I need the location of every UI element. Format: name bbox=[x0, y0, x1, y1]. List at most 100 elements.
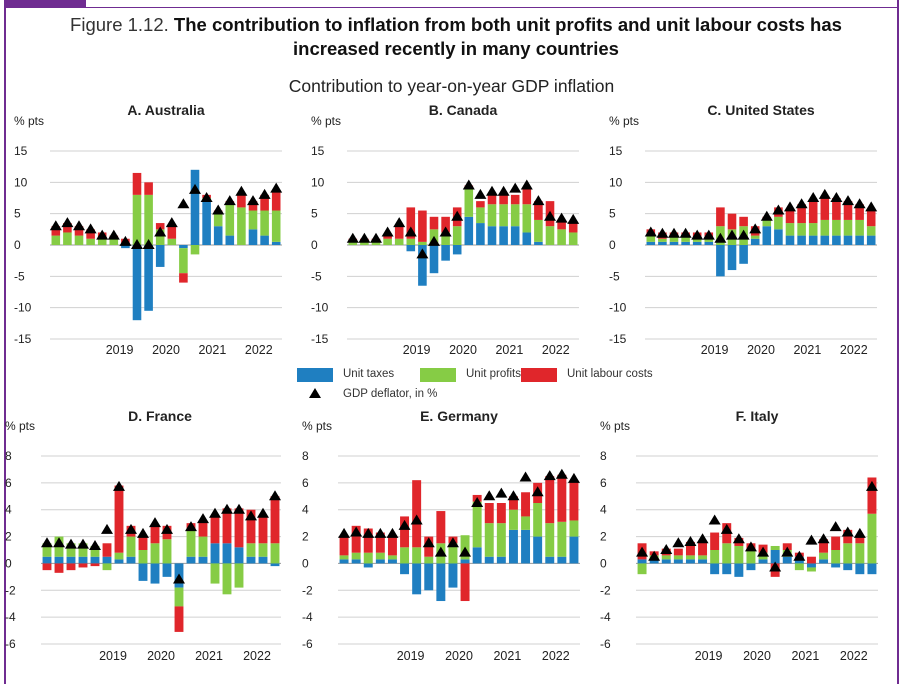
y-tick-label: 10 bbox=[609, 175, 623, 189]
gdp-deflator-marker bbox=[161, 523, 173, 534]
gdp-deflator-marker bbox=[212, 204, 225, 215]
bar-unit-taxes bbox=[681, 241, 690, 245]
bar-unit-taxes bbox=[387, 559, 397, 564]
gdp-deflator-marker bbox=[125, 523, 137, 534]
bar-unit-profits bbox=[819, 552, 829, 560]
bar-unit-profits bbox=[270, 543, 280, 564]
bar-unit-labour-costs bbox=[412, 480, 422, 548]
bar-unit-labour-costs bbox=[234, 508, 244, 548]
gdp-deflator-marker bbox=[462, 179, 475, 190]
bar-unit-profits bbox=[144, 194, 153, 245]
bar-unit-taxes bbox=[246, 556, 256, 564]
gdp-deflator-marker bbox=[346, 232, 359, 243]
bar-unit-profits bbox=[339, 555, 349, 560]
bar-unit-labour-costs bbox=[710, 532, 720, 550]
bar-unit-labour-costs bbox=[222, 508, 232, 544]
gdp-deflator-marker bbox=[358, 232, 371, 243]
bar-unit-labour-costs bbox=[436, 511, 446, 544]
bar-unit-profits bbox=[225, 204, 235, 236]
bar-unit-profits bbox=[363, 552, 373, 564]
gdp-deflator-marker bbox=[702, 229, 715, 240]
x-year-label: 2019 bbox=[403, 343, 431, 357]
bar-unit-taxes bbox=[132, 245, 142, 321]
bar-unit-labour-costs bbox=[510, 194, 520, 205]
y-tick-label: -6 bbox=[5, 637, 16, 651]
bar-unit-taxes bbox=[418, 245, 427, 286]
y-tick-label: 4 bbox=[600, 503, 607, 517]
bar-unit-profits bbox=[658, 238, 667, 242]
x-year-label: 2021 bbox=[198, 343, 226, 357]
gdp-deflator-marker bbox=[245, 510, 257, 521]
bar-unit-taxes bbox=[198, 556, 208, 564]
bar-unit-profits bbox=[774, 216, 783, 230]
bar-unit-labour-costs bbox=[406, 207, 416, 239]
x-year-label: 2019 bbox=[695, 649, 723, 663]
bar-unit-profits bbox=[867, 513, 877, 564]
bar-unit-taxes bbox=[225, 235, 235, 245]
bar-unit-labour-costs bbox=[685, 541, 695, 556]
gdp-deflator-marker bbox=[223, 195, 236, 206]
y-tick-label: 0 bbox=[302, 556, 309, 570]
y-tick-label: 0 bbox=[600, 556, 607, 570]
bar-unit-profits bbox=[704, 238, 714, 242]
bar-unit-taxes bbox=[448, 563, 458, 588]
bar-unit-taxes bbox=[42, 556, 52, 564]
gdp-deflator-marker bbox=[446, 537, 459, 548]
bar-unit-profits bbox=[375, 552, 385, 560]
x-year-label: 2022 bbox=[542, 649, 570, 663]
gdp-deflator-marker bbox=[636, 546, 649, 557]
gdp-deflator-marker bbox=[757, 546, 770, 557]
bar-unit-taxes bbox=[534, 241, 543, 245]
bar-unit-taxes bbox=[186, 556, 196, 564]
gdp-deflator-marker bbox=[817, 533, 830, 544]
bar-unit-profits bbox=[669, 235, 679, 242]
bar-unit-labour-costs bbox=[429, 216, 439, 230]
x-year-label: 2022 bbox=[542, 343, 570, 357]
y-tick-label: 0 bbox=[311, 238, 318, 252]
bar-unit-labour-costs bbox=[820, 198, 830, 220]
figure-title: Figure 1.12. The contribution to inflati… bbox=[26, 13, 886, 61]
bar-unit-taxes bbox=[271, 241, 281, 245]
bar-unit-taxes bbox=[808, 235, 818, 245]
bar-unit-taxes bbox=[716, 245, 725, 277]
chart-title: D. France bbox=[128, 408, 192, 424]
y-tick-label: 6 bbox=[5, 476, 12, 490]
y-tick-label: -6 bbox=[302, 637, 313, 651]
bar-unit-taxes bbox=[843, 235, 853, 245]
bar-unit-profits bbox=[569, 520, 579, 537]
gdp-deflator-marker bbox=[410, 514, 423, 525]
bar-unit-taxes bbox=[734, 563, 744, 577]
gdp-deflator-marker bbox=[684, 535, 697, 546]
bar-unit-taxes bbox=[669, 241, 679, 245]
gdp-deflator-marker bbox=[247, 195, 259, 206]
bar-unit-profits bbox=[400, 547, 410, 564]
gdp-deflator-marker bbox=[338, 527, 351, 538]
bar-unit-profits bbox=[484, 523, 494, 557]
gdp-deflator-marker bbox=[474, 188, 487, 199]
gdp-deflator-marker bbox=[679, 227, 692, 238]
gdp-deflator-marker bbox=[119, 235, 132, 246]
gdp-deflator-marker bbox=[865, 201, 878, 212]
chart-panel-d-france: 8 6 4 2 0 -2 -4 -6 D. France % pts 2019 2020 2021 202… bbox=[5, 408, 281, 663]
bar-unit-taxes bbox=[727, 245, 737, 271]
bar-unit-taxes bbox=[487, 226, 497, 245]
bar-unit-labour-costs bbox=[819, 539, 829, 553]
gdp-deflator-marker bbox=[732, 533, 745, 544]
x-year-label: 2019 bbox=[99, 649, 127, 663]
gdp-deflator-marker bbox=[65, 538, 77, 549]
chart-panel-b-canada: 15 10 5 0 -5 -10 -15 B. Canada % pts 2019 2020 2021… bbox=[311, 102, 580, 357]
bar-unit-labour-costs bbox=[843, 201, 853, 220]
bar-unit-taxes bbox=[843, 563, 853, 571]
gdp-deflator-marker bbox=[137, 527, 149, 538]
gdp-deflator-marker bbox=[96, 229, 109, 240]
bar-unit-profits bbox=[646, 235, 656, 242]
gdp-deflator-marker bbox=[84, 223, 97, 234]
bar-unit-taxes bbox=[569, 536, 579, 564]
bar-unit-taxes bbox=[260, 235, 269, 245]
bar-unit-profits bbox=[843, 543, 853, 564]
gdp-deflator-marker bbox=[483, 490, 496, 501]
gdp-deflator-marker bbox=[865, 480, 878, 491]
bar-unit-profits bbox=[258, 543, 268, 557]
gdp-deflator-marker bbox=[398, 519, 411, 530]
